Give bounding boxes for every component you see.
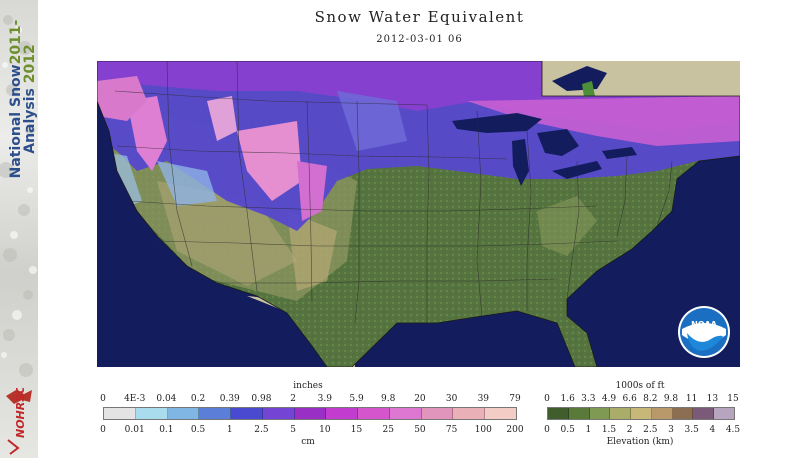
elev-ft-tick-label: 9.8 — [663, 394, 679, 404]
snow-cm-tick-label: 0 — [100, 425, 106, 435]
elev-ft-tick-label: 6.6 — [622, 394, 637, 404]
snow-cm-tick-label: 1 — [226, 425, 233, 435]
snow-cm-tick-label: 15 — [350, 425, 363, 435]
elev-legend-swatch — [693, 408, 715, 419]
snow-legend-swatch — [421, 408, 454, 419]
snow-inch-tick-label: 79 — [509, 394, 521, 404]
nohrsc-logo-text: NOHRSC — [14, 388, 27, 438]
snow-inch-tick-label: 5.9 — [349, 394, 364, 404]
snow-cm-tick-label: 0.1 — [159, 425, 174, 435]
snow-legend-cm-title: cm — [301, 437, 315, 447]
snow-inch-tick-label: 0.98 — [251, 394, 272, 404]
elev-km-tick-label: 0.5 — [560, 425, 575, 435]
elev-ft-tick-label: 13 — [706, 394, 719, 404]
elev-legend-swatch — [651, 408, 673, 419]
snow-inch-tick-label: 20 — [414, 394, 426, 404]
elev-km-tick-label: 2.5 — [643, 425, 658, 435]
snow-legend-swatch — [453, 408, 486, 419]
snow-texture — [0, 15, 37, 377]
noaa-logo-text: NOAA — [691, 320, 717, 329]
snow-cm-tick-label: 2.5 — [254, 425, 269, 435]
side-banner: National Snow2011- Analysis 2012 NOHRSC — [0, 0, 38, 458]
snow-inch-tick-label: 0.2 — [190, 394, 206, 404]
elev-legend-km-ticks: 0 0.5 1 1.5 2 2.5 3 3.5 4 4.5 — [544, 425, 740, 437]
banner-title-line2: Analysis — [22, 88, 38, 154]
snow-legend-swatch — [294, 408, 327, 419]
elev-ft-tick-label: 1.6 — [560, 394, 575, 404]
elev-km-tick-label: 4.5 — [725, 425, 741, 435]
elev-legend-swatch — [610, 408, 632, 419]
snow-legend-swatch — [262, 408, 295, 419]
elev-km-tick-label: 4 — [709, 425, 716, 435]
snow-legend-swatch — [135, 408, 168, 419]
snow-legend-swatch — [167, 408, 200, 419]
snow-inch-tick-label: 39 — [477, 394, 490, 404]
elev-legend-swatch — [548, 408, 569, 419]
elev-ft-tick-label: 11 — [685, 394, 698, 404]
elev-km-tick-label: 1.5 — [601, 425, 617, 435]
swe-map — [97, 61, 740, 367]
nohrsc-logo: NOHRSC — [6, 388, 32, 455]
snow-legend-swatch — [358, 408, 390, 419]
snow-legend-swatch — [326, 408, 359, 419]
elev-km-tick-label: 3.5 — [684, 425, 699, 435]
snow-inch-tick-label: 2 — [290, 394, 297, 404]
snow-cm-tick-label: 10 — [319, 425, 331, 435]
snow-legend-swatch — [485, 408, 516, 419]
snow-inch-tick-label: 3.9 — [317, 394, 333, 404]
elev-legend-swatch — [589, 408, 611, 419]
elev-legend-km-title: Elevation (km) — [606, 437, 674, 447]
elev-ft-tick-label: 8.2 — [643, 394, 658, 404]
snow-cm-tick-label: 100 — [474, 425, 492, 435]
elev-km-tick-label: 1 — [585, 425, 592, 435]
elev-legend-swatch — [568, 408, 590, 419]
snow-cm-tick-label: 25 — [382, 425, 394, 435]
elev-legend-swatch — [672, 408, 694, 419]
snow-cm-tick-label: 5 — [290, 425, 297, 435]
map-date: 2012-03-01 06 — [376, 34, 463, 45]
elev-legend-ft-ticks: 0 1.6 3.3 4.9 6.6 8.2 9.8 11 13 15 — [544, 394, 739, 406]
noaa-logo: NOAA — [678, 306, 730, 358]
snow-legend-swatch — [231, 408, 263, 419]
banner-title: National Snow2011- Analysis 2012 — [8, 14, 38, 184]
snow-legend-swatch — [104, 408, 136, 419]
snow-inch-tick-label: 4E-3 — [124, 394, 146, 404]
snow-legend-cm-ticks: 0 0.01 0.1 0.5 1 2.5 5 10 15 25 50 75 100 200 — [100, 425, 523, 437]
snow-inch-tick-label: 0.04 — [156, 394, 177, 404]
great-lakes — [452, 66, 637, 186]
snow-legend-inch-ticks: 0 4E-3 0.04 0.2 0.39 0.98 2 3.9 5.9 9.8 20 30 39 79 — [100, 394, 521, 406]
map-canvas — [97, 61, 740, 367]
elev-ft-tick-label: 0 — [544, 394, 550, 404]
snow-legend-swatch — [199, 408, 232, 419]
elev-legend-ft-title: 1000s of ft — [615, 381, 665, 391]
elev-legend-colorbar — [547, 407, 735, 420]
snow-cm-tick-label: 75 — [445, 425, 458, 435]
elev-km-tick-label: 0 — [544, 425, 550, 435]
snow-cm-tick-label: 0.01 — [124, 425, 145, 435]
snow-inch-tick-label: 9.8 — [381, 394, 396, 404]
elev-legend-swatch — [714, 408, 735, 419]
elev-ft-tick-label: 15 — [727, 394, 739, 404]
elev-ft-tick-label: 3.3 — [581, 394, 596, 404]
snow-cm-tick-label: 200 — [506, 425, 524, 435]
map-title: Snow Water Equivalent — [314, 8, 525, 26]
snow-inch-tick-label: 30 — [445, 394, 458, 404]
elev-km-tick-label: 3 — [668, 425, 674, 435]
snow-cm-tick-label: 50 — [414, 425, 426, 435]
elev-legend-swatch — [631, 408, 652, 419]
snow-inch-tick-label: 0 — [100, 394, 106, 404]
elev-ft-tick-label: 4.9 — [601, 394, 617, 404]
elev-km-tick-label: 2 — [626, 425, 633, 435]
snow-cm-tick-label: 0.5 — [190, 425, 206, 435]
state-borders — [114, 61, 673, 324]
snow-inch-tick-label: 0.39 — [219, 394, 240, 404]
snow-legend-swatch — [389, 408, 422, 419]
snow-legend-inches-title: inches — [293, 381, 323, 391]
snow-legend-colorbar — [103, 407, 517, 420]
banner-year-end: 2012 — [22, 44, 38, 84]
